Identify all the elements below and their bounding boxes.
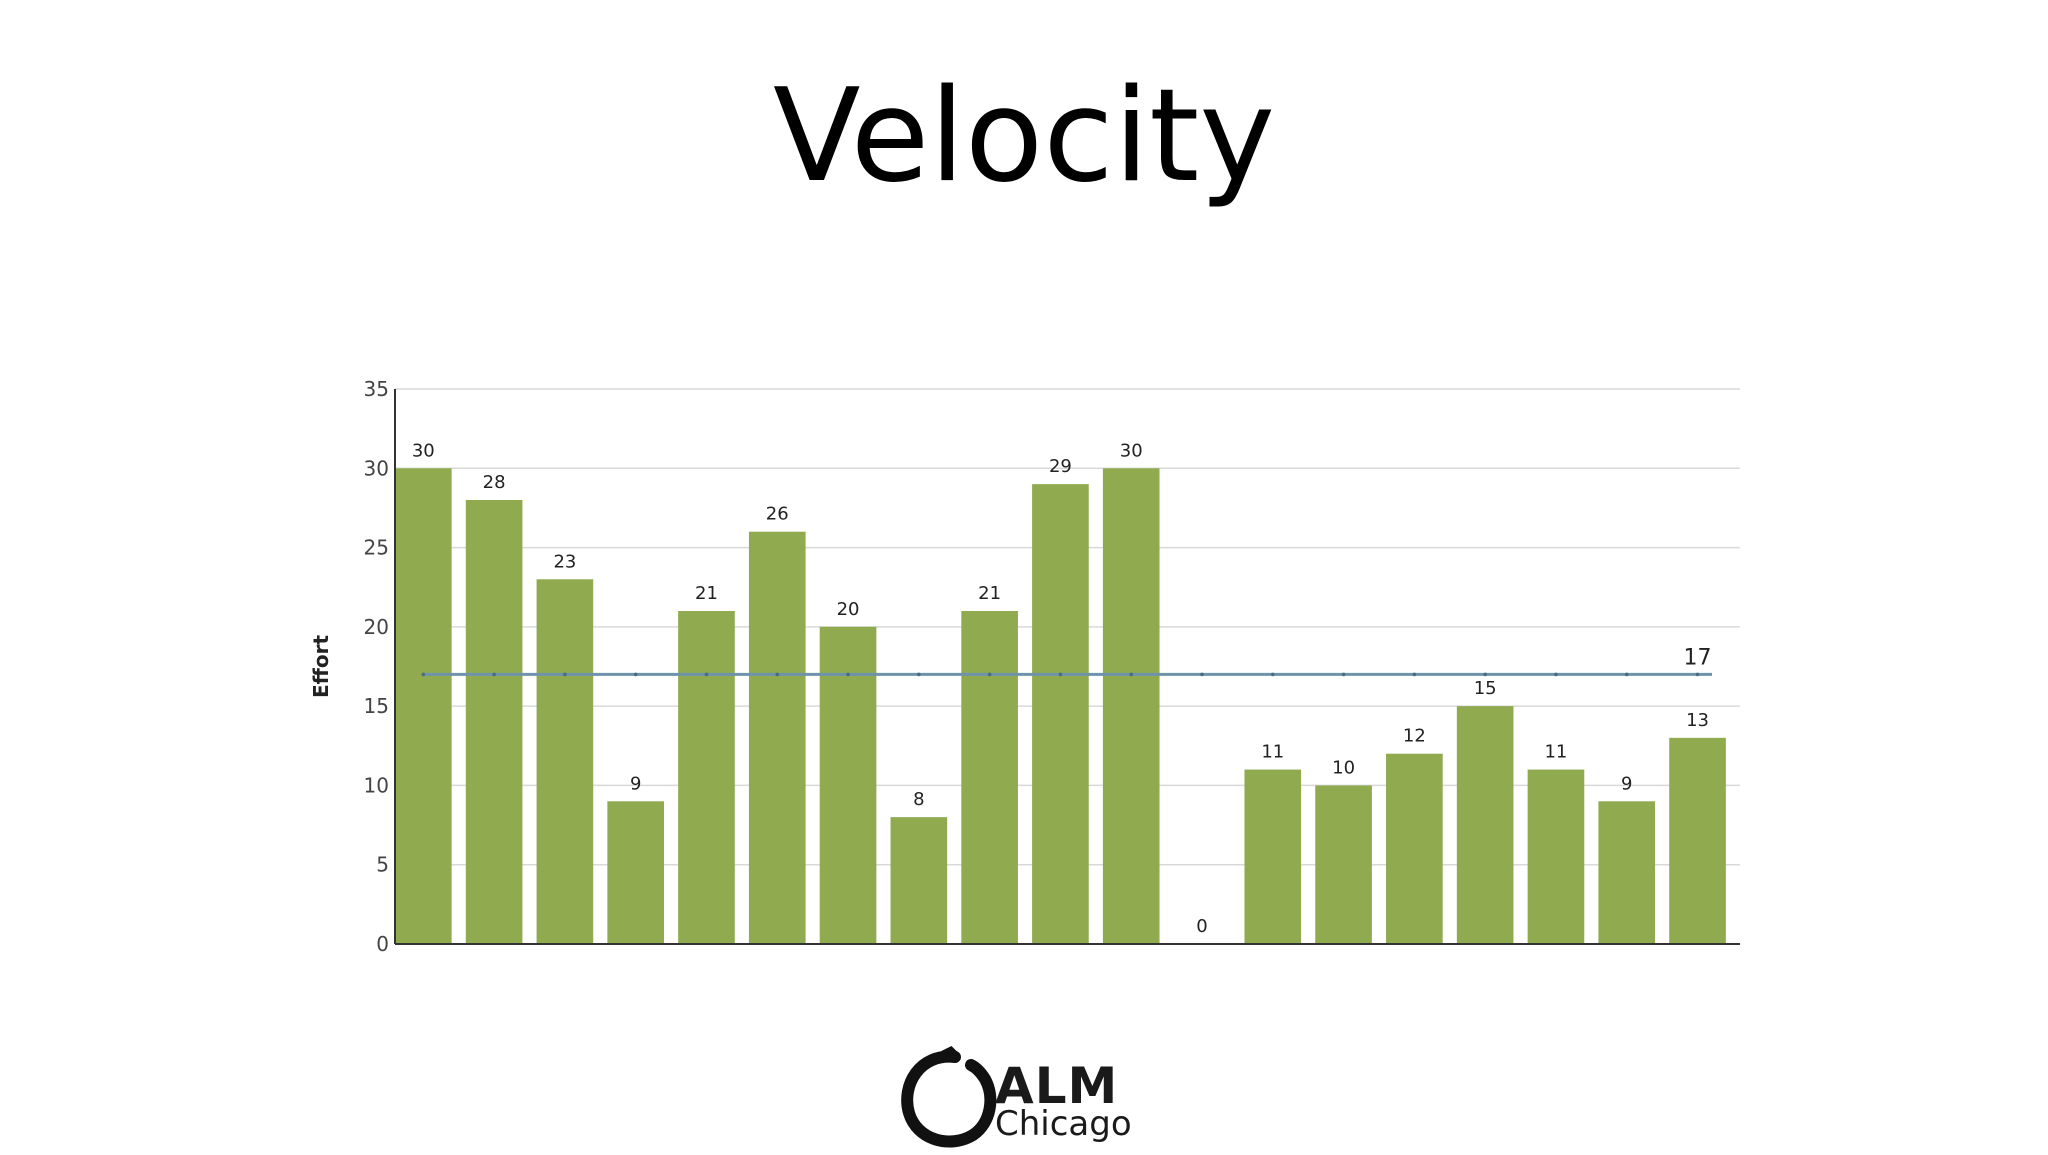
average-marker (563, 672, 567, 677)
bar-data-label: 0 (1196, 916, 1207, 937)
bar (1102, 468, 1160, 944)
bar-data-label: 11 (1261, 742, 1284, 763)
bar-data-label: 9 (1621, 773, 1632, 794)
bar (1456, 706, 1514, 944)
logo-text-alm: ALM (995, 1057, 1119, 1115)
average-marker (1624, 672, 1629, 677)
average-marker (1200, 672, 1204, 677)
average-marker (1695, 672, 1700, 677)
logo-text-chicago: Chicago (995, 1104, 1132, 1144)
bar (395, 468, 452, 944)
bar-data-label: 21 (695, 583, 718, 604)
average-marker (704, 672, 709, 677)
average-marker (492, 672, 496, 677)
y-tick-label: 10 (364, 773, 389, 797)
y-tick-label: 25 (364, 536, 389, 560)
average-marker (421, 672, 426, 677)
bar-data-label: 13 (1686, 710, 1709, 731)
average-label: 17 (1684, 645, 1712, 670)
y-tick-label: 5 (376, 853, 389, 877)
bar (607, 801, 664, 944)
bar (890, 817, 948, 944)
bar-data-label: 21 (978, 583, 1001, 604)
bar (961, 611, 1018, 944)
bar-data-label: 29 (1049, 456, 1072, 477)
bar (536, 579, 594, 944)
bar-data-label: 20 (837, 599, 860, 620)
average-marker (1058, 672, 1063, 677)
average-marker (1483, 672, 1487, 677)
bar-data-label: 15 (1474, 678, 1497, 699)
bar-data-label: 30 (1120, 440, 1143, 461)
average-marker (987, 672, 992, 677)
bar (1386, 753, 1443, 944)
average-marker (1554, 672, 1558, 677)
bar-data-label: 8 (913, 789, 924, 810)
y-axis-label: Effort (309, 635, 333, 698)
average-marker (1129, 672, 1134, 677)
alm-chicago-logo: ALM Chicago (895, 1045, 1135, 1155)
average-marker (917, 672, 921, 677)
bar (1669, 737, 1726, 944)
average-marker (1341, 672, 1346, 677)
bar (1244, 769, 1302, 944)
y-tick-label: 35 (364, 377, 389, 401)
average-marker (775, 672, 780, 677)
bar-data-label: 23 (553, 551, 576, 572)
bar (465, 500, 523, 944)
bar-data-label: 28 (483, 472, 506, 493)
y-tick-label: 0 (376, 932, 389, 956)
bar-data-label: 11 (1544, 742, 1567, 763)
bar (1527, 769, 1585, 944)
bar (678, 611, 735, 944)
bar-data-label: 9 (630, 773, 641, 794)
y-tick-label: 30 (364, 456, 389, 480)
bar-data-label: 12 (1403, 726, 1426, 747)
average-marker (633, 672, 638, 677)
bar (1598, 801, 1656, 944)
average-marker (846, 672, 850, 677)
bar-data-label: 30 (412, 440, 435, 461)
y-tick-label: 15 (364, 694, 389, 718)
y-tick-label: 20 (364, 615, 389, 639)
bar (748, 531, 806, 944)
logo-ring-icon (901, 1045, 997, 1148)
bar (1032, 484, 1089, 944)
average-marker (1412, 672, 1417, 677)
bar-data-label: 26 (766, 504, 789, 525)
average-marker (1270, 672, 1275, 677)
bar (1315, 785, 1372, 944)
bar-data-label: 10 (1332, 757, 1355, 778)
bar (819, 626, 877, 944)
slide-title: Velocity (772, 62, 1276, 211)
